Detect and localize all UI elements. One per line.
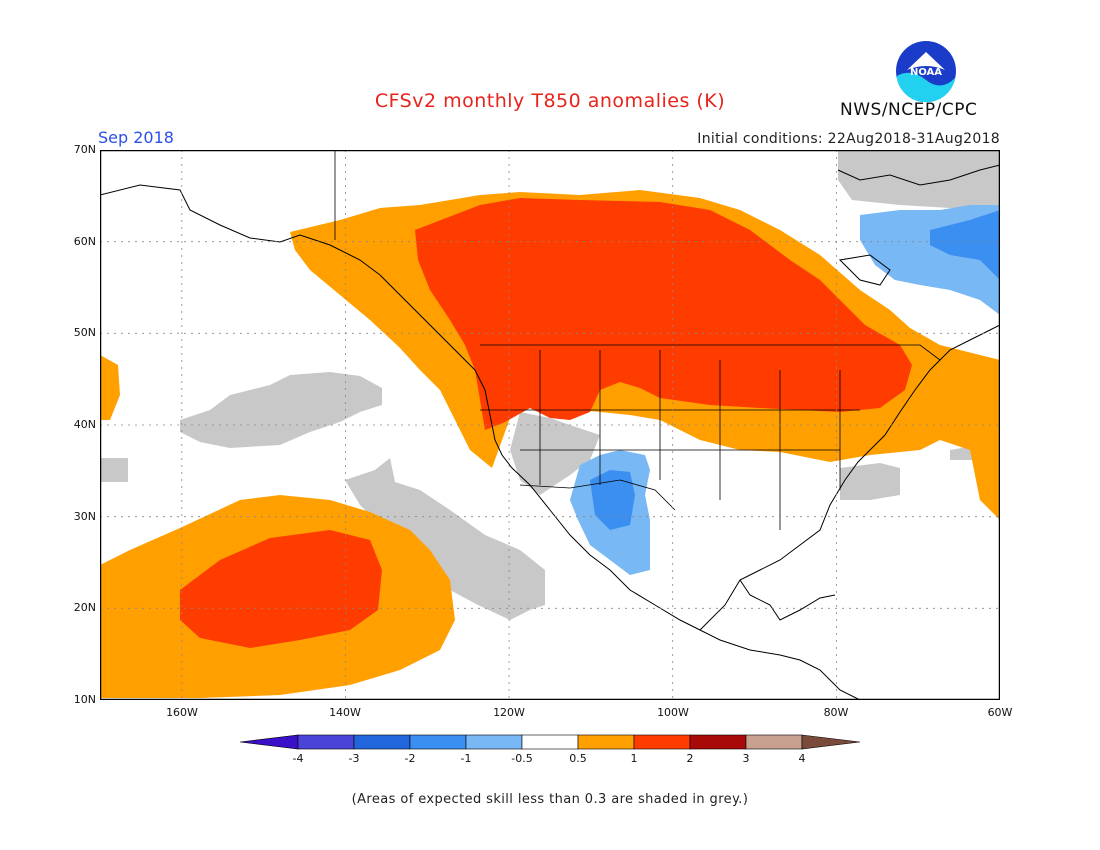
lon-label-160w: 160W bbox=[166, 706, 198, 719]
colorbar-box bbox=[465, 734, 523, 750]
grey-region-baja bbox=[345, 458, 545, 620]
logo-wave bbox=[897, 72, 955, 102]
logo-bird bbox=[907, 52, 945, 70]
colorbar bbox=[239, 734, 861, 750]
atlantic-coast bbox=[699, 324, 1000, 631]
colorbar-box bbox=[745, 734, 803, 750]
colorbar-box bbox=[633, 734, 691, 750]
lat-label-20n: 20N bbox=[73, 601, 96, 614]
lat-label-50n: 50N bbox=[73, 326, 96, 339]
lon-label-120w: 120W bbox=[493, 706, 525, 719]
hudson-bay-coast bbox=[838, 254, 891, 286]
blue-region-mexico bbox=[590, 470, 635, 530]
colorbar-high-arrow bbox=[801, 734, 861, 750]
colorbar-low-arrow bbox=[239, 734, 299, 750]
lon-label-100w: 100W bbox=[657, 706, 689, 719]
low-skill-regions bbox=[100, 150, 1000, 620]
colorbar-label: 1 bbox=[630, 752, 638, 765]
colorbar-label: -1 bbox=[460, 752, 472, 765]
forecast-month: Sep 2018 bbox=[98, 128, 174, 147]
blue-region-labrador bbox=[930, 210, 1000, 280]
lat-label-40n: 40N bbox=[73, 418, 96, 431]
colorbar-label: 0.5 bbox=[569, 752, 587, 765]
lon-label-140w: 140W bbox=[329, 706, 361, 719]
initial-conditions: Initial conditions: 22Aug2018-31Aug2018 bbox=[697, 131, 1000, 147]
grey-region-atlantic bbox=[840, 463, 900, 500]
colorbar-label: -0.5 bbox=[511, 752, 533, 765]
warm-anomaly-1-2 bbox=[180, 198, 912, 648]
grey-region-pacific bbox=[180, 372, 382, 448]
grey-region-west-edge bbox=[100, 458, 128, 482]
logo-text: NOAA bbox=[910, 67, 942, 78]
lat-label-30n: 30N bbox=[73, 510, 96, 523]
map-frame bbox=[100, 150, 1000, 700]
lat-label-10n: 10N bbox=[73, 693, 96, 706]
grey-region-southwest-us bbox=[510, 412, 600, 495]
coastlines bbox=[100, 164, 1000, 700]
colorbar-label: -4 bbox=[292, 752, 304, 765]
colorbar-label: 3 bbox=[742, 752, 750, 765]
footnote: (Areas of expected skill less than 0.3 a… bbox=[351, 792, 749, 807]
state-borders-vertical bbox=[539, 350, 841, 530]
orange-region-west-edge bbox=[100, 355, 120, 420]
lat-label-70n: 70N bbox=[73, 143, 96, 156]
colorbar-box bbox=[353, 734, 411, 750]
colorbar-label: -3 bbox=[348, 752, 360, 765]
arctic-coast bbox=[837, 164, 1000, 186]
us-canada-border bbox=[480, 344, 941, 361]
state-borders-horizontal bbox=[480, 409, 860, 451]
colorbar-label: 4 bbox=[798, 752, 806, 765]
colorbar-label: -2 bbox=[404, 752, 416, 765]
colorbar-box bbox=[577, 734, 635, 750]
pacific-coast bbox=[100, 184, 861, 700]
lon-label-80w: 80W bbox=[823, 706, 849, 719]
graticule bbox=[100, 150, 1000, 700]
political-borders bbox=[334, 150, 941, 530]
us-mexico-border bbox=[519, 479, 676, 511]
map-title: CFSv2 monthly T850 anomalies (K) bbox=[374, 90, 726, 112]
grey-region-arctic bbox=[838, 150, 1000, 210]
colorbar-box bbox=[521, 734, 579, 750]
lon-label-60w: 60W bbox=[987, 706, 1013, 719]
anomaly-map bbox=[100, 150, 1000, 700]
gulf-of-mexico-coast bbox=[739, 579, 836, 621]
agency-label: NWS/NCEP/CPC bbox=[840, 100, 978, 120]
colorbar-label: 2 bbox=[686, 752, 694, 765]
cool-anomalies bbox=[570, 205, 1000, 575]
colorbar-box bbox=[409, 734, 467, 750]
lat-label-60n: 60N bbox=[73, 235, 96, 248]
red-region-hawaii bbox=[180, 530, 382, 648]
colorbar-box bbox=[297, 734, 355, 750]
colorbar-box bbox=[689, 734, 747, 750]
red-region-canada bbox=[415, 198, 912, 430]
noaa-logo: NOAA bbox=[896, 41, 956, 102]
